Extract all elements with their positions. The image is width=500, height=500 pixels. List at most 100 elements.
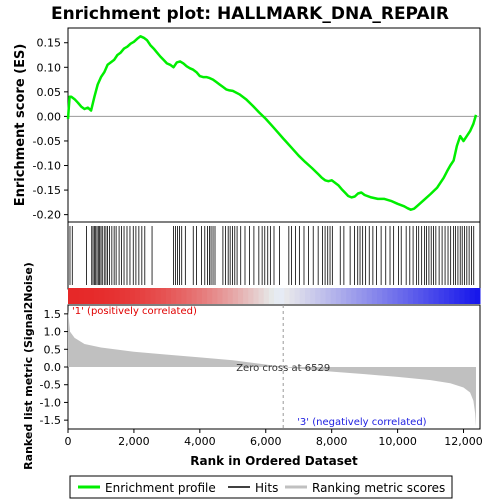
x-tick-label: 2,000 (118, 435, 150, 448)
rank-color-segment (397, 288, 404, 304)
rank-color-segment (248, 288, 254, 304)
rank-color-segment (310, 288, 316, 304)
legend-enrichment-label: Enrichment profile (105, 481, 216, 495)
es-y-tick-label: 0.15 (37, 37, 62, 50)
x-tick-label: 0 (65, 435, 72, 448)
rank-color-segment (474, 288, 481, 304)
rank-color-segment (160, 288, 167, 304)
rank-color-segment (320, 288, 326, 304)
rank-color-segment (196, 288, 203, 304)
rank-color-segment (304, 288, 311, 304)
metric-y-tick-label: 0.0 (44, 361, 62, 374)
rank-color-segment (258, 288, 265, 304)
rank-color-segment (315, 288, 321, 304)
rank-color-segment (104, 288, 110, 304)
rank-color-segment (402, 288, 409, 304)
positive-correlation-label: '1' (positively correlated) (72, 306, 197, 317)
rank-color-segment (263, 288, 270, 304)
rank-color-segment (217, 288, 223, 304)
rank-color-segment (469, 288, 476, 304)
rank-color-segment (73, 288, 79, 304)
rank-color-segment (150, 288, 157, 304)
rank-color-segment (176, 288, 182, 304)
rank-color-segment (433, 288, 440, 304)
es-y-axis: 0.15 0.10 0.05 0.00 -0.05 -0.10 -0.15 -0.20 (33, 37, 68, 222)
es-panel-frame (67, 27, 481, 223)
es-y-tick-label: 0.00 (37, 110, 62, 123)
rank-color-segment (140, 288, 146, 304)
ranking-metric-area (68, 310, 476, 427)
rank-color-segment (165, 288, 172, 304)
rank-color-segment (227, 288, 234, 304)
rank-color-segment (145, 288, 151, 304)
rank-color-segment (129, 288, 136, 304)
metric-y-tick-label: 1.0 (44, 326, 62, 339)
metric-y-tick-label: -0.5 (40, 379, 61, 392)
es-y-tick-label: -0.10 (33, 160, 61, 173)
chart-title: Enrichment plot: HALLMARK_DNA_REPAIR (51, 4, 449, 24)
rank-color-segment (98, 288, 105, 304)
negative-correlation-label: '3' (negatively correlated) (297, 417, 426, 428)
rank-color-segment (325, 288, 332, 304)
metric-y-tick-label: 0.5 (44, 343, 62, 356)
enrichment-profile-line (66, 35, 478, 211)
rank-color-segment (454, 288, 460, 304)
metric-y-tick-label: -1.5 (40, 414, 61, 427)
rank-color-segment (459, 288, 466, 304)
rank-color-segment (222, 288, 229, 304)
rank-color-segment (78, 288, 84, 304)
legend-hits-label: Hits (255, 481, 278, 495)
rank-color-segment (335, 288, 342, 304)
legend-box (69, 475, 453, 499)
rank-color-segment (340, 288, 347, 304)
rank-color-segment (299, 288, 306, 304)
rank-color-segment (443, 288, 450, 304)
rank-color-segment (201, 288, 208, 304)
rank-color-segment (356, 288, 363, 304)
rank-color-segment (289, 288, 296, 304)
rank-color-segment (212, 288, 218, 304)
rank-color-segment (181, 288, 187, 304)
rank-color-segment (392, 288, 399, 304)
rank-color-segment (232, 288, 239, 304)
rank-color-segment (449, 288, 455, 304)
legend: Enrichment profile Hits Ranking metric s… (69, 475, 453, 499)
rank-color-segment (243, 288, 249, 304)
rank-color-segment (68, 288, 74, 304)
legend-metric-label: Ranking metric scores (312, 481, 445, 495)
rank-color-segment (464, 288, 471, 304)
rank-color-segment (366, 288, 373, 304)
rank-color-segment (171, 288, 177, 304)
rank-color-segment (134, 288, 141, 304)
rank-color-segment (361, 288, 368, 304)
rank-color-segment (351, 288, 357, 304)
x-tick-label: 8,000 (316, 435, 348, 448)
x-tick-label: 6,000 (250, 435, 282, 448)
x-tick-label: 12,000 (444, 435, 483, 448)
rank-color-segment (124, 288, 131, 304)
x-axis: 0 2,000 4,000 6,000 8,000 10,000 12,000 (65, 429, 483, 448)
rank-color-segment (407, 288, 414, 304)
zero-cross-label: Zero cross at 6529 (236, 363, 330, 374)
rank-color-segment (418, 288, 424, 304)
rank-color-segment (253, 288, 260, 304)
x-tick-label: 4,000 (184, 435, 216, 448)
es-y-tick-label: -0.20 (33, 209, 61, 222)
rank-color-segment (119, 288, 126, 304)
rank-color-segment (279, 288, 285, 304)
metric-y-tick-label: -1.0 (40, 396, 61, 409)
rank-color-segment (413, 288, 419, 304)
rank-color-segment (346, 288, 352, 304)
metric-y-tick-label: 1.5 (44, 308, 62, 321)
rank-color-segment (114, 288, 120, 304)
rank-color-bar (68, 288, 481, 304)
es-y-tick-label: -0.15 (33, 184, 61, 197)
rank-color-segment (186, 288, 193, 304)
rank-color-segment (274, 288, 280, 304)
x-axis-label: Rank in Ordered Dataset (190, 454, 358, 468)
rank-color-segment (191, 288, 198, 304)
hit-markers (69, 226, 475, 285)
rank-color-segment (109, 288, 115, 304)
rank-color-segment (387, 288, 393, 304)
